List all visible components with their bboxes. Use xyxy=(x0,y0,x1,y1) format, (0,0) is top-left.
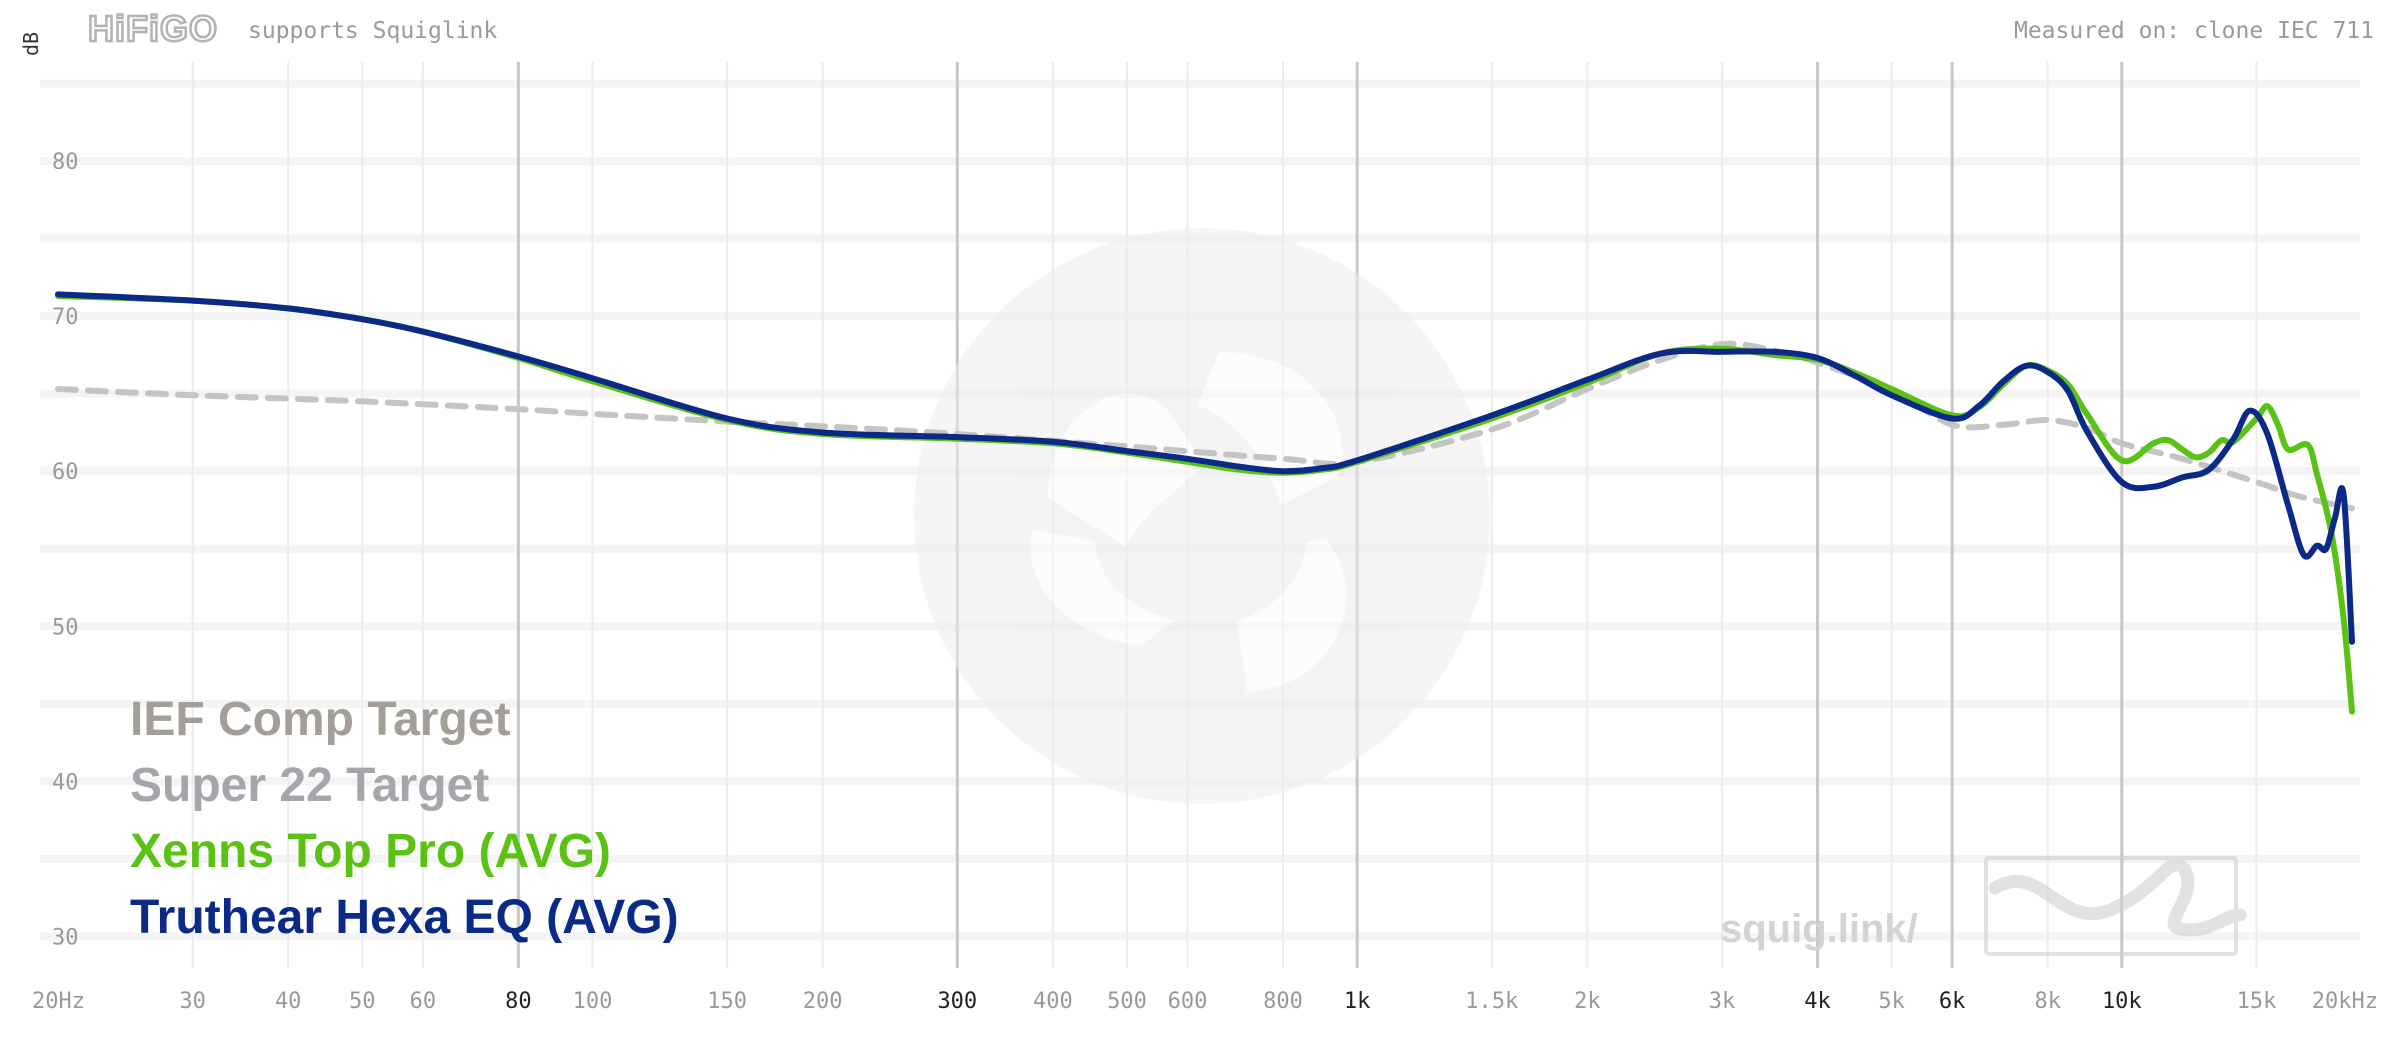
x-tick-label: 6k xyxy=(1939,989,1966,1014)
x-tick-label: 15k xyxy=(2237,989,2277,1014)
x-tick-label: 60 xyxy=(410,989,437,1014)
x-tick-label: 8k xyxy=(2034,989,2061,1014)
y-axis-ticks: 30 40 50 60 70 80 xyxy=(52,150,79,950)
supports-squiglink-text: supports Squiglink xyxy=(248,18,497,44)
curves xyxy=(55,291,2355,715)
x-tick-label: 20Hz xyxy=(32,989,85,1014)
x-tick-label: 80 xyxy=(505,989,532,1014)
squiglink-wave-logo xyxy=(1984,856,2247,956)
squiglink-watermark-text: squig.link/ xyxy=(1720,907,1918,951)
squiglink-watermark-logo xyxy=(914,228,1490,804)
x-tick-label: 1.5k xyxy=(1465,989,1518,1014)
legend-ief-comp-target[interactable]: IEF Comp Target xyxy=(130,693,510,746)
x-tick-label: 300 xyxy=(937,989,977,1014)
y-tick-label: 60 xyxy=(52,460,79,485)
x-tick-label: 5k xyxy=(1878,989,1905,1014)
svg-text:HiFiGO: HiFiGO xyxy=(88,8,218,49)
x-tick-label: 800 xyxy=(1263,989,1303,1014)
x-tick-label: 150 xyxy=(707,989,747,1014)
hifigo-logo: HiFiGO xyxy=(87,7,219,51)
x-tick-label: 20kHz xyxy=(2312,989,2378,1014)
y-axis-label: dB xyxy=(19,32,43,56)
y-tick-label: 80 xyxy=(52,150,79,175)
x-tick-label: 100 xyxy=(573,989,613,1014)
curve-truthear-hexa-eq-avg xyxy=(55,291,2355,645)
x-tick-label: 30 xyxy=(179,989,206,1014)
x-tick-label: 1k xyxy=(1344,989,1371,1014)
y-tick-label: 50 xyxy=(52,615,79,640)
x-tick-label: 4k xyxy=(1804,989,1831,1014)
x-tick-label: 3k xyxy=(1709,989,1736,1014)
x-tick-label: 40 xyxy=(275,989,302,1014)
y-tick-label: 70 xyxy=(52,305,79,330)
x-tick-label: 200 xyxy=(803,989,843,1014)
x-tick-label: 10k xyxy=(2102,989,2142,1014)
x-tick-label: 50 xyxy=(349,989,376,1014)
y-tick-label: 30 xyxy=(52,925,79,950)
y-tick-label: 40 xyxy=(52,770,79,795)
legend-truthear-hexa-eq[interactable]: Truthear Hexa EQ (AVG) xyxy=(130,891,679,944)
x-tick-label: 500 xyxy=(1107,989,1147,1014)
x-tick-label: 2k xyxy=(1574,989,1601,1014)
legend: IEF Comp Target Super 22 Target Xenns To… xyxy=(130,693,679,944)
x-tick-label: 600 xyxy=(1168,989,1208,1014)
legend-super-22-target[interactable]: Super 22 Target xyxy=(130,759,489,812)
x-tick-label: 400 xyxy=(1033,989,1073,1014)
measured-on-text: Measured on: clone IEC 711 xyxy=(2014,18,2374,44)
x-axis-ticks: 20Hz 30 40 50 60 80 100 150 200 300 400 500 600 800 1k… xyxy=(32,989,2378,1014)
legend-xenns-top-pro[interactable]: Xenns Top Pro (AVG) xyxy=(130,825,611,878)
